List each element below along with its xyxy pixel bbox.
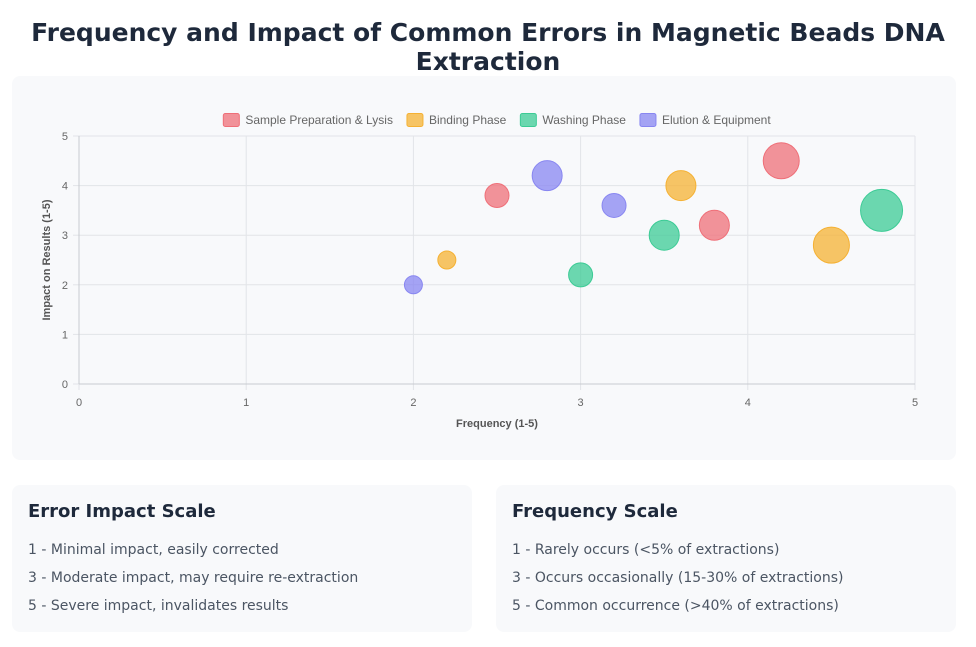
y-axis-label: Impact on Results (1-5) [41, 199, 53, 320]
data-point [437, 250, 457, 270]
impact-scale-item: 1 - Minimal impact, easily corrected [28, 542, 279, 558]
y-tick-label: 4 [62, 181, 68, 193]
data-point [665, 170, 697, 202]
legend-swatch [519, 113, 537, 127]
x-tick-label: 1 [243, 397, 249, 409]
bubble-chart: 0 1 2 3 4 5 0 1 2 3 4 5 Frequency (1-5) Impact on Res… [41, 113, 918, 430]
data-point [531, 160, 563, 192]
data-point [568, 262, 594, 288]
legend-label: Washing Phase [542, 113, 626, 127]
impact-scale-item: 5 - Severe impact, invalidates results [28, 598, 289, 614]
frequency-scale-item: 3 - Occurs occasionally (15-30% of extra… [512, 570, 844, 586]
y-tick-label: 0 [62, 379, 68, 391]
data-point [762, 142, 800, 180]
data-point [812, 226, 850, 264]
x-tick-label: 2 [410, 397, 416, 409]
data-point [484, 183, 510, 209]
impact-scale-title: Error Impact Scale [28, 501, 216, 522]
chart-card: 0 1 2 3 4 5 0 1 2 3 4 5 Frequency (1-5) Impact on Res… [12, 76, 956, 460]
x-tick-label: 4 [745, 397, 751, 409]
data-point [860, 188, 904, 232]
y-tick-label: 5 [62, 131, 68, 143]
frequency-scale-card: Frequency Scale 1 - Rarely occurs (<5% o… [496, 485, 956, 632]
legend-label: Elution & Equipment [662, 113, 771, 127]
x-tick-label: 0 [76, 397, 82, 409]
impact-scale-card: Error Impact Scale 1 - Minimal impact, e… [12, 485, 472, 632]
impact-scale-item: 3 - Moderate impact, may require re-extr… [28, 570, 359, 586]
x-tick-label: 3 [578, 397, 584, 409]
x-tick-label: 5 [912, 397, 918, 409]
data-point [403, 275, 423, 295]
data-point [601, 192, 627, 218]
legend-swatch [639, 113, 657, 127]
y-tick-label: 3 [62, 230, 68, 242]
data-point [698, 209, 730, 241]
legend-label: Sample Preparation & Lysis [245, 113, 393, 127]
data-point [648, 219, 680, 251]
frequency-scale-item: 1 - Rarely occurs (<5% of extractions) [512, 542, 780, 558]
legend-label: Binding Phase [429, 113, 507, 127]
x-axis-label: Frequency (1-5) [456, 418, 538, 430]
legend-swatch [222, 113, 240, 127]
page-title: Frequency and Impact of Common Errors in… [31, 18, 945, 76]
y-tick-label: 1 [62, 329, 68, 341]
legend-swatch [406, 113, 424, 127]
frequency-scale-item: 5 - Common occurrence (>40% of extractio… [512, 598, 839, 614]
y-tick-label: 2 [62, 280, 68, 292]
frequency-scale-title: Frequency Scale [512, 501, 678, 522]
